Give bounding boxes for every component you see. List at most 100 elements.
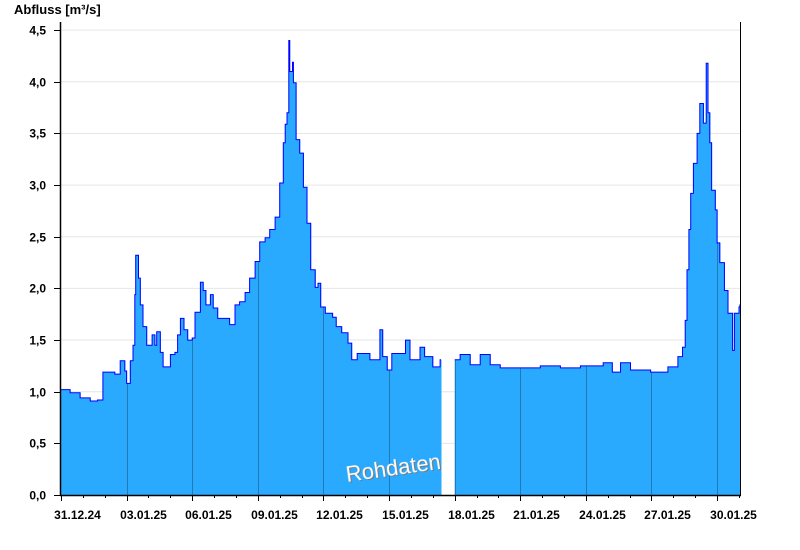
data-point [288, 40, 291, 495]
data-point [180, 318, 185, 495]
data-point [275, 217, 281, 496]
x-tick-label: 27.01.25 [644, 508, 691, 522]
x-tick-label: 30.01.25 [710, 508, 757, 522]
data-point [102, 372, 116, 495]
data-point [249, 278, 256, 495]
data-point [213, 308, 219, 495]
data-point [667, 366, 679, 495]
data-point [285, 124, 288, 495]
data-point [114, 374, 121, 495]
data-point [310, 269, 316, 495]
data-point [685, 320, 688, 495]
data-point [480, 354, 491, 495]
data-point [715, 209, 718, 495]
data-point [265, 237, 271, 495]
data-point [200, 282, 204, 495]
data-point [432, 366, 441, 495]
y-tick-label: 1,5 [29, 334, 46, 348]
data-point [650, 372, 664, 495]
data-point [235, 304, 241, 495]
data-point [620, 362, 632, 495]
data-point [379, 329, 384, 495]
data-point [687, 269, 690, 495]
y-axis-title: Abfluss [m³/s] [14, 2, 101, 17]
data-point [177, 334, 181, 495]
data-point [460, 354, 471, 495]
data-point [135, 255, 139, 495]
data-point [357, 353, 371, 495]
y-tick-label: 3,5 [29, 127, 46, 141]
data-point [336, 326, 343, 495]
data-point [690, 193, 694, 495]
data-point [490, 364, 501, 495]
data-point [711, 190, 716, 495]
data-point [317, 283, 322, 495]
axes [59, 22, 741, 497]
data-point [630, 370, 652, 495]
x-tick-label: 15.01.25 [382, 508, 429, 522]
y-tick-label: 4,0 [29, 76, 46, 90]
data-point [706, 63, 709, 496]
data-point [603, 362, 613, 495]
data-point [163, 366, 171, 495]
x-tick-label: 12.01.25 [316, 508, 363, 522]
data-point [140, 304, 144, 495]
data-point [279, 183, 284, 495]
data-point [369, 359, 381, 495]
data-point [187, 340, 193, 495]
data-point [540, 365, 561, 495]
x-axis-ticks: 31.12.24 03.01.25 06.01.25 09.01.25 12.01.25… [54, 495, 757, 522]
y-tick-label: 0,5 [29, 437, 46, 451]
data-point [156, 331, 161, 495]
data-point [410, 359, 421, 495]
series-line [61, 40, 741, 402]
data-point [245, 292, 251, 495]
data-point [707, 112, 711, 495]
data-point [292, 62, 294, 495]
data-point [682, 347, 686, 495]
y-tick-label: 4,5 [29, 24, 46, 38]
data-point [239, 301, 246, 495]
data-point [90, 400, 98, 495]
data-point [454, 359, 461, 495]
date-lines [127, 242, 718, 495]
data-point [500, 367, 521, 495]
data-point [124, 371, 128, 495]
data-point [217, 318, 226, 495]
y-tick-label: 0,0 [29, 489, 46, 503]
data-point [341, 332, 349, 495]
data-point [134, 294, 137, 495]
data-point [663, 372, 669, 495]
data-point [296, 139, 301, 495]
data-point [61, 389, 71, 495]
x-tick-label: 06.01.25 [185, 508, 232, 522]
data-point [332, 317, 337, 495]
data-point [697, 133, 701, 495]
data-point [184, 329, 189, 495]
data-point [205, 304, 211, 495]
data-point [259, 241, 266, 495]
data-point [677, 356, 683, 495]
data-point [229, 324, 236, 495]
data-point [160, 352, 164, 495]
data-point [315, 287, 319, 495]
data-point [351, 359, 358, 495]
x-tick-label: 09.01.25 [251, 508, 298, 522]
data-point [719, 262, 725, 495]
data-point [420, 347, 426, 495]
data-point [738, 306, 741, 495]
data-point [325, 313, 334, 495]
data-point [154, 345, 158, 495]
data-point [560, 367, 581, 495]
data-point [303, 187, 308, 495]
data-point [132, 345, 136, 495]
data-point [580, 365, 604, 495]
data-point [307, 223, 312, 496]
data-point [203, 290, 207, 495]
data-point [255, 261, 261, 495]
data-point [170, 354, 176, 495]
data-point [470, 364, 481, 495]
data-point [152, 334, 156, 495]
x-tick-label: 21.01.25 [513, 508, 560, 522]
data-point [286, 112, 290, 495]
